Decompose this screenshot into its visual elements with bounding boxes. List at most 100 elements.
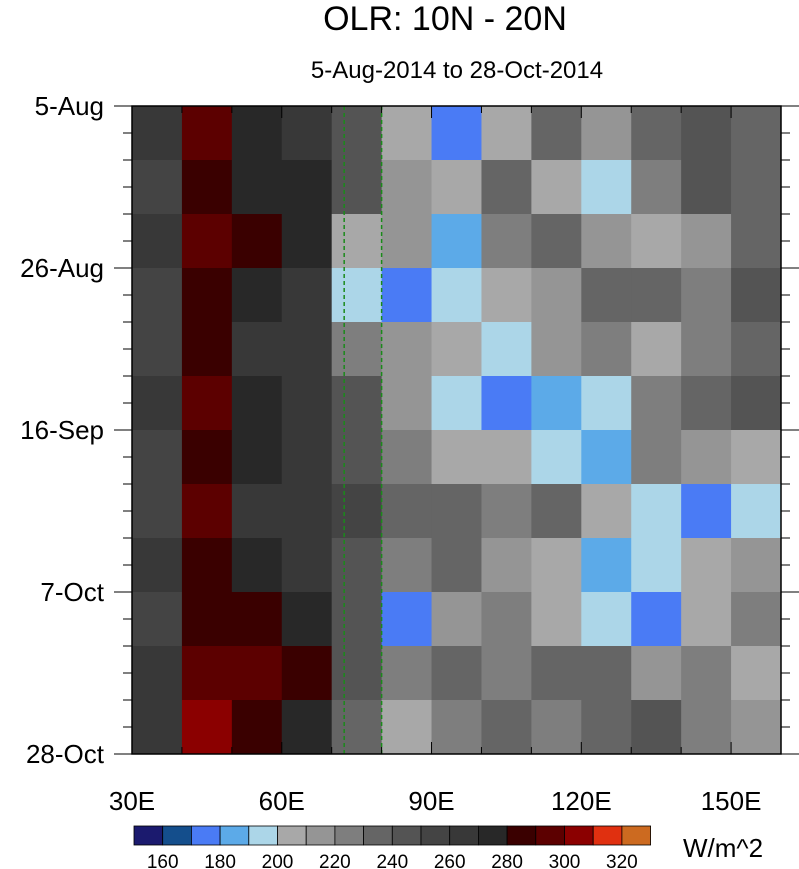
heatmap-cell [281,268,333,323]
heatmap-cell [681,430,732,485]
heatmap-cell [281,160,333,215]
heatmap-cell [631,484,682,539]
heatmap-cell [731,538,782,593]
heatmap-cell [132,700,183,755]
heatmap-cell [481,376,532,431]
heatmap-cell [481,214,532,269]
heatmap-cell [481,538,532,593]
y-tick-label: 5-Aug [35,91,104,121]
heatmap-cell [231,106,283,161]
heatmap-cell [181,322,233,377]
heatmap-cell [331,268,383,323]
colorbar-swatch [248,825,278,846]
colorbar-label: 320 [606,852,638,869]
heatmap-cell [681,646,732,701]
heatmap-cell [481,646,532,701]
heatmap-cell [581,106,632,161]
heatmap-cell [231,646,283,701]
heatmap-cell [731,106,782,161]
heatmap-cell [231,430,283,485]
heatmap-cell [132,592,183,647]
colorbar-label: 220 [319,852,351,869]
heatmap-cell [581,160,632,215]
heatmap-cell [281,106,333,161]
heatmap-cell [731,646,782,701]
heatmap-cell [431,214,482,269]
heatmap-cell [731,700,782,755]
x-tick-label: 60E [259,786,305,816]
heatmap-cell [631,322,682,377]
heatmap-cell [132,106,183,161]
heatmap-cell [631,214,682,269]
heatmap-cell [281,700,333,755]
heatmap-cell [631,430,682,485]
heatmap-cell [631,376,682,431]
heatmap-cell [231,376,283,431]
heatmap-cell [181,538,233,593]
heatmap-cell [631,268,682,323]
heatmap-cell [681,592,732,647]
heatmap-cell [381,106,433,161]
heatmap-cell [231,322,283,377]
heatmap-cell [132,430,183,485]
heatmap-cell [481,268,532,323]
heatmap-cell [331,160,383,215]
colorbar-swatch [420,825,451,846]
heatmap-cell [132,160,183,215]
heatmap-cell [731,268,782,323]
heatmap-cell [231,214,283,269]
heatmap-cell [381,484,433,539]
heatmap-cell [132,484,183,539]
heatmap-cell [181,106,233,161]
heatmap-cell [231,538,283,593]
colorbar-label: 160 [147,852,179,869]
heatmap-cell [132,538,183,593]
heatmap-cell [631,538,682,593]
heatmap-cell [581,538,632,593]
heatmap-cell [181,430,233,485]
heatmap-cell [581,430,632,485]
heatmap-cell [231,700,283,755]
heatmap-cell [681,700,732,755]
heatmap-cell [331,484,383,539]
colorbar-label: 180 [204,852,236,869]
heatmap-cell [481,160,532,215]
heatmap-cell [281,538,333,593]
heatmap-cell [331,646,383,701]
heatmap-cell [631,592,682,647]
heatmap-cell [581,484,632,539]
heatmap-cell [581,268,632,323]
heatmap-cell [481,484,532,539]
heatmap-cell [731,214,782,269]
heatmap-cell [531,160,582,215]
heatmap-cell [581,322,632,377]
heatmap-cell [531,592,582,647]
heatmap-cell [331,376,383,431]
heatmap-cell [381,160,433,215]
colorbar-swatch [621,825,652,846]
heatmap-cell [681,538,732,593]
heatmap-cell [381,322,433,377]
heatmap-cell [581,646,632,701]
x-tick-label: 150E [701,786,762,816]
heatmap-cell [531,700,582,755]
heatmap-cell [431,700,482,755]
heatmap-cell [181,214,233,269]
colorbar-swatch [363,825,393,846]
heatmap-cell [581,700,632,755]
colorbar-swatch [592,825,623,846]
heatmap-cell [181,700,233,755]
heatmap-cell [531,322,582,377]
y-tick-label: 7-Oct [40,577,104,607]
colorbar-label: 260 [434,852,466,869]
heatmap-cell [331,322,383,377]
heatmap-cell [581,214,632,269]
heatmap-cell [681,214,732,269]
heatmap-cell [331,214,383,269]
heatmap-cell [231,160,283,215]
heatmap-cell [531,106,582,161]
heatmap-cell [132,646,183,701]
heatmap-cell [531,376,582,431]
heatmap-cell [132,376,183,431]
heatmap-cell [681,268,732,323]
